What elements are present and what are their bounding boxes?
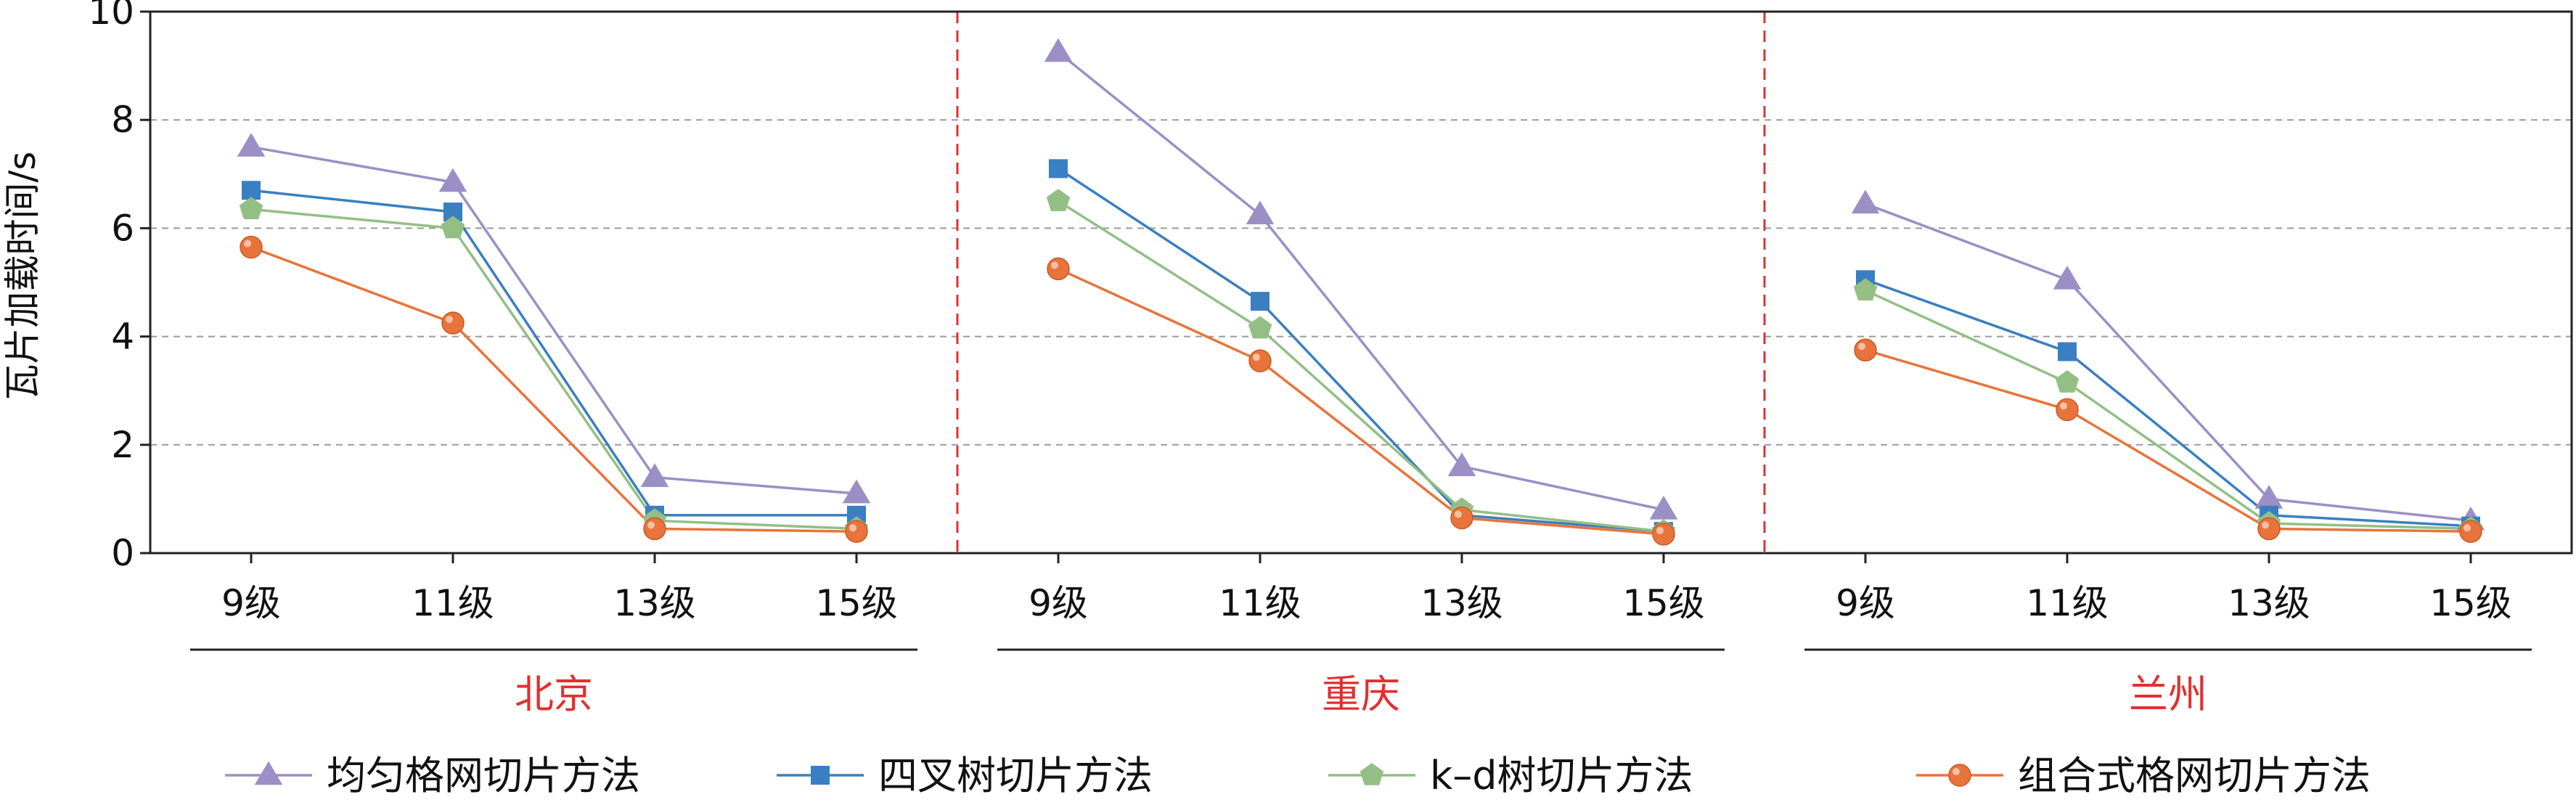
legend-label: 组合式格网切片方法 xyxy=(2018,753,2371,798)
data-point xyxy=(1652,523,1675,546)
legend-marker xyxy=(1948,764,1971,787)
series-line xyxy=(1865,289,2471,531)
legend-item: 四叉树切片方法 xyxy=(777,753,1153,798)
x-tick-label: 13级 xyxy=(2228,582,2310,624)
legend: 均匀格网切片方法 四叉树切片方法 k–d树切片方法 组合式格网切片方法 xyxy=(225,753,2371,798)
data-point xyxy=(242,181,261,200)
y-tick-label: 6 xyxy=(111,207,134,249)
legend-marker xyxy=(254,761,283,785)
series-line xyxy=(1058,200,1664,533)
series-line xyxy=(250,145,857,495)
series-line xyxy=(250,189,856,517)
y-tick-label: 2 xyxy=(111,424,134,466)
y-tick-label: 0 xyxy=(111,532,134,574)
data-point xyxy=(1047,257,1070,281)
series-line xyxy=(1865,278,2471,528)
series-lines xyxy=(237,38,2485,546)
legend-item: 均匀格网切片方法 xyxy=(225,753,640,798)
data-point xyxy=(1851,189,1880,214)
x-tick-label: 11级 xyxy=(1219,582,1301,624)
plot-border xyxy=(149,10,2573,555)
data-point xyxy=(1649,495,1678,520)
series-line xyxy=(1057,51,1664,512)
legend-marker xyxy=(1359,763,1384,785)
data-point xyxy=(1251,292,1269,311)
data-point xyxy=(1044,38,1073,62)
data-point xyxy=(1046,189,1071,211)
y-tick-label: 8 xyxy=(111,99,134,141)
data-point xyxy=(240,235,263,259)
legend-marker xyxy=(811,766,830,785)
y-axis-title: 瓦片加载时间/s xyxy=(1,152,44,401)
data-point xyxy=(1248,349,1272,372)
data-point xyxy=(1248,316,1272,339)
x-tick-label: 13级 xyxy=(613,582,696,624)
series-line xyxy=(250,208,857,531)
data-point xyxy=(438,168,467,192)
data-point xyxy=(2257,517,2281,541)
data-point xyxy=(239,197,263,219)
x-tick-label: 9级 xyxy=(1029,582,1088,624)
data-point xyxy=(441,311,465,335)
group-label: 重庆 xyxy=(1322,671,1400,717)
data-point xyxy=(2459,520,2482,543)
series-line xyxy=(1058,167,1664,533)
data-point xyxy=(2053,265,2082,290)
data-point xyxy=(2055,370,2080,393)
data-point xyxy=(441,216,465,239)
group-separators xyxy=(956,12,1766,553)
data-point xyxy=(842,479,871,504)
x-tick-label: 9级 xyxy=(221,582,281,624)
data-point xyxy=(1049,159,1068,179)
x-tick-label: 15级 xyxy=(1622,582,1705,624)
legend-item: k–d树切片方法 xyxy=(1328,753,1693,798)
x-tick-label: 13级 xyxy=(1420,582,1503,624)
data-point xyxy=(1450,506,1473,530)
legend-item: 组合式格网切片方法 xyxy=(1916,753,2371,798)
data-point xyxy=(2058,342,2077,361)
group-label: 北京 xyxy=(515,671,593,717)
x-tick-label: 11级 xyxy=(412,582,494,624)
legend-label: 四叉树切片方法 xyxy=(878,753,1153,798)
x-tick-label: 15级 xyxy=(815,582,898,624)
x-tick-label: 11级 xyxy=(2026,582,2109,624)
group-label: 兰州 xyxy=(2129,671,2207,717)
series-line xyxy=(1865,203,2471,522)
legend-label: k–d树切片方法 xyxy=(1430,753,1693,798)
x-tick-label: 15级 xyxy=(2429,582,2512,624)
data-point xyxy=(1853,278,1878,301)
data-point xyxy=(1246,200,1275,225)
y-tick-label: 10 xyxy=(88,0,134,33)
series-line xyxy=(1058,267,1664,536)
y-axis: 0 2 4 6 8 10 xyxy=(88,0,150,574)
data-point xyxy=(643,517,666,541)
data-point xyxy=(640,463,669,487)
data-point xyxy=(237,133,266,157)
grid-lines xyxy=(150,119,2572,446)
data-point xyxy=(845,520,868,543)
data-point xyxy=(1854,338,1877,361)
series-line xyxy=(1865,348,2471,533)
plot-frame xyxy=(149,10,2573,555)
x-tick-label: 9级 xyxy=(1836,582,1895,624)
legend-label: 均匀格网切片方法 xyxy=(327,753,640,798)
data-point xyxy=(1447,452,1476,476)
series-line xyxy=(250,245,857,533)
data-point xyxy=(2056,398,2079,422)
y-tick-label: 4 xyxy=(111,316,134,358)
